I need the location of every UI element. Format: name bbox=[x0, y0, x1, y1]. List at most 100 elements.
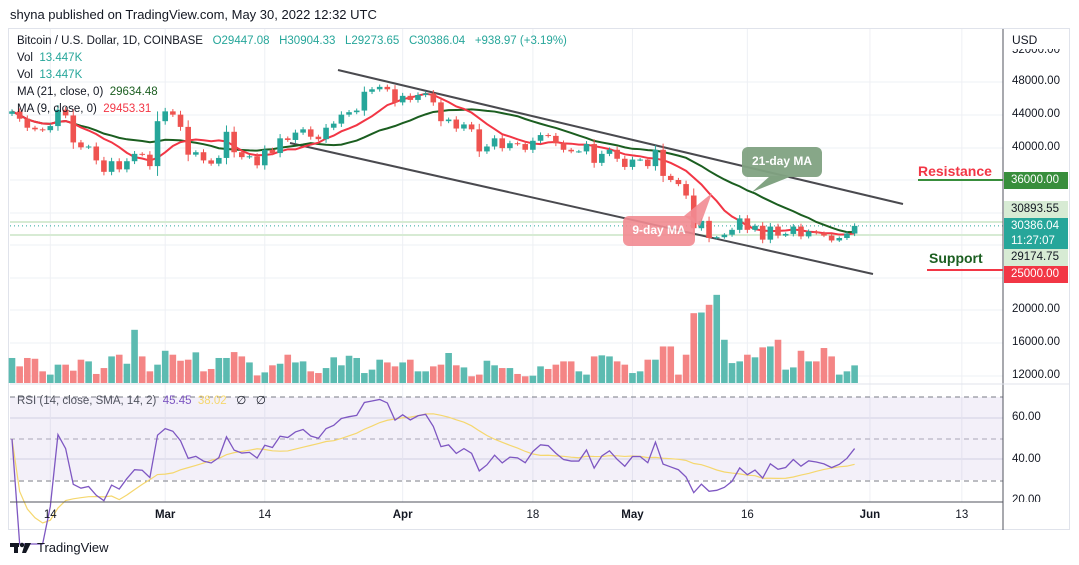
candle-body bbox=[47, 126, 54, 131]
candle-body bbox=[445, 119, 452, 122]
volume-bar bbox=[368, 369, 376, 383]
trend-lines[interactable] bbox=[289, 69, 904, 275]
volume-bar bbox=[460, 367, 468, 383]
volume-bar bbox=[376, 359, 383, 383]
volume-bar bbox=[192, 352, 200, 383]
candle-body bbox=[216, 157, 222, 164]
candle-body bbox=[729, 229, 735, 235]
candle-body bbox=[491, 138, 498, 147]
ma9-legend[interactable]: MA (9, close, 0) 29453.31 bbox=[17, 103, 151, 115]
currency-label[interactable]: USD bbox=[1012, 33, 1038, 47]
volume-bar bbox=[276, 363, 284, 383]
volume-bar bbox=[284, 354, 292, 383]
candle-body bbox=[39, 129, 46, 131]
volume-bar bbox=[238, 356, 246, 383]
vol-value: 13.447K bbox=[39, 69, 83, 81]
volume-bar bbox=[537, 366, 544, 383]
volume-bar bbox=[636, 371, 644, 383]
volume-bar bbox=[414, 371, 422, 383]
candle-body bbox=[269, 149, 276, 154]
candle-body bbox=[399, 95, 406, 103]
volume-bar bbox=[445, 353, 452, 383]
candle-body bbox=[507, 143, 513, 149]
candle-body bbox=[239, 152, 245, 158]
volume-bar bbox=[330, 357, 338, 383]
candle-body bbox=[798, 226, 804, 237]
volume-bar bbox=[529, 375, 537, 383]
volume-bar bbox=[184, 359, 192, 383]
volume-bar bbox=[491, 365, 498, 383]
volume-bar bbox=[430, 366, 437, 383]
candle-body bbox=[353, 110, 360, 113]
candle-body bbox=[422, 93, 429, 96]
candle-body bbox=[361, 91, 368, 111]
candle-body bbox=[62, 109, 69, 116]
time-tick: 14 bbox=[43, 509, 57, 521]
volume-bar bbox=[698, 312, 705, 383]
rsi-legend[interactable]: RSI (14, close, SMA, 14, 2) 45.45 38.02 … bbox=[17, 393, 266, 407]
volume-bar bbox=[246, 362, 253, 383]
volume-legend-2[interactable]: Vol 13.447K bbox=[17, 69, 82, 81]
ma21-legend[interactable]: MA (21, close, 0) 29634.48 bbox=[17, 86, 158, 98]
footer-brand[interactable]: TradingView bbox=[10, 540, 109, 555]
volume-bar bbox=[207, 368, 215, 383]
candle-body bbox=[851, 225, 858, 234]
lower-trend-line bbox=[289, 142, 874, 275]
candle-body bbox=[277, 138, 283, 154]
volume-bar bbox=[77, 359, 85, 383]
vol-label: Vol bbox=[17, 52, 33, 64]
volume-legend-1[interactable]: Vol 13.447K bbox=[17, 52, 82, 64]
candle-body bbox=[346, 112, 352, 115]
volume-bar bbox=[629, 373, 636, 383]
ma9-callout[interactable]: 9-day MA bbox=[623, 216, 695, 246]
candle-body bbox=[32, 127, 38, 130]
candle-body bbox=[292, 132, 299, 140]
volume-bar bbox=[154, 364, 161, 383]
candle-body bbox=[461, 124, 467, 129]
rsi-series bbox=[11, 398, 856, 545]
volume-bar bbox=[345, 355, 353, 383]
support-label[interactable]: Support bbox=[929, 250, 983, 266]
rsi-sma-value: 38.02 bbox=[197, 395, 227, 407]
time-tick: 14 bbox=[258, 509, 272, 521]
volume-bar bbox=[705, 304, 713, 383]
candle-body bbox=[553, 135, 559, 144]
candle-body bbox=[530, 140, 536, 150]
candle-body bbox=[484, 146, 490, 152]
volume-bar bbox=[744, 354, 751, 383]
volume-bar bbox=[177, 360, 184, 383]
candle-body bbox=[170, 111, 176, 115]
volume-bar bbox=[299, 361, 307, 383]
candle-body bbox=[453, 119, 460, 129]
bar-countdown: 11:27:07 bbox=[1011, 235, 1055, 247]
volume-bar bbox=[353, 357, 360, 383]
resistance-label[interactable]: Resistance bbox=[918, 163, 992, 179]
volume-bar bbox=[69, 370, 77, 383]
volume-series bbox=[8, 294, 858, 383]
rsi-label: RSI (14, close, SMA, 14, 2) bbox=[17, 395, 157, 407]
volume-bar bbox=[131, 329, 138, 383]
candle-body bbox=[476, 129, 483, 152]
price-tick: 12000.00 bbox=[1012, 369, 1060, 381]
volume-bar bbox=[552, 364, 560, 383]
time-tick: 18 bbox=[526, 509, 540, 521]
candle-body bbox=[637, 159, 643, 161]
volume-bar bbox=[115, 354, 123, 383]
volume-bar bbox=[47, 374, 54, 383]
candle-body bbox=[560, 143, 567, 150]
volume-bar bbox=[468, 376, 475, 383]
candle-body bbox=[415, 95, 421, 100]
candle-body bbox=[591, 144, 597, 163]
ma21-callout[interactable]: 21-day MA bbox=[742, 147, 822, 177]
candle-body bbox=[667, 175, 674, 180]
volume-bar bbox=[338, 365, 345, 383]
volume-bar bbox=[200, 371, 207, 383]
volume-bar bbox=[805, 361, 812, 383]
volume-bar bbox=[843, 371, 851, 383]
symbol-name[interactable]: Bitcoin / U.S. Dollar, 1D, COINBASE bbox=[17, 35, 203, 47]
candle-body bbox=[430, 93, 437, 103]
price-tick: 44000.00 bbox=[1012, 108, 1060, 120]
candle-body bbox=[254, 156, 260, 166]
candle-body bbox=[767, 226, 774, 240]
